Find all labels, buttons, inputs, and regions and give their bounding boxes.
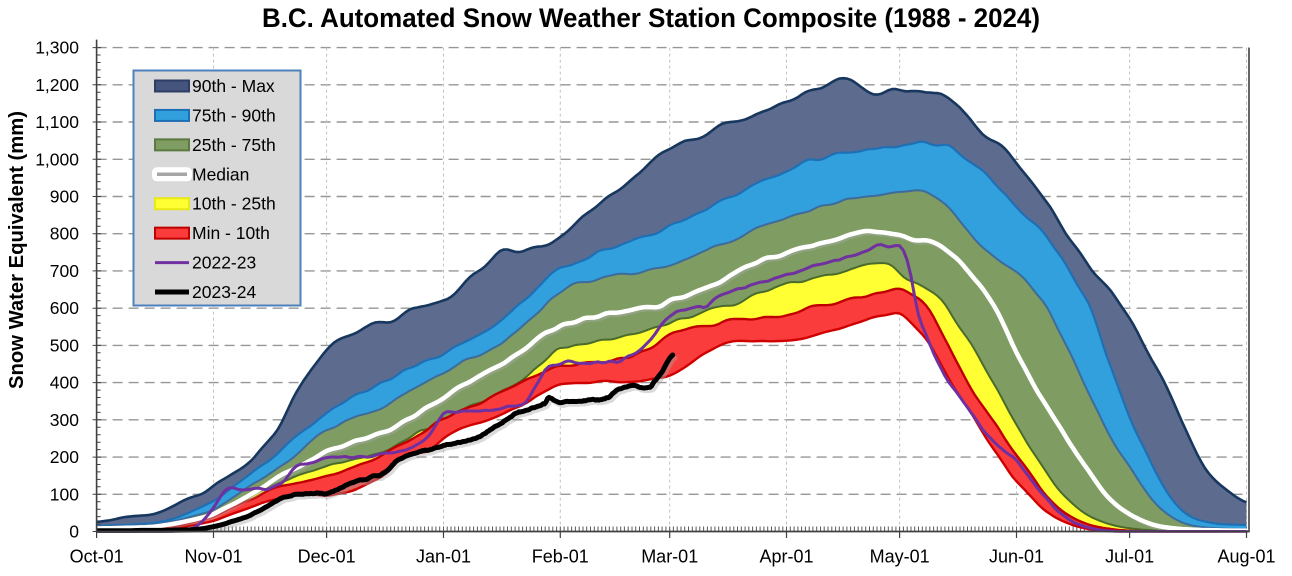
svg-text:500: 500 [50, 335, 79, 355]
svg-text:300: 300 [50, 410, 79, 430]
svg-text:B.C. Automated Snow Weather St: B.C. Automated Snow Weather Station Comp… [262, 3, 1040, 33]
svg-text:Min - 10th: Min - 10th [192, 223, 270, 243]
svg-text:1,100: 1,100 [35, 112, 79, 132]
svg-text:200: 200 [50, 447, 79, 467]
svg-text:2023-24: 2023-24 [192, 282, 256, 302]
svg-text:90th - Max: 90th - Max [192, 76, 275, 96]
svg-text:75th - 90th: 75th - 90th [192, 105, 276, 125]
svg-text:Feb-01: Feb-01 [532, 547, 589, 567]
svg-text:25th - 75th: 25th - 75th [192, 135, 276, 155]
svg-text:400: 400 [50, 373, 79, 393]
svg-text:700: 700 [50, 261, 79, 281]
svg-text:May-01: May-01 [870, 547, 930, 567]
svg-text:Mar-01: Mar-01 [641, 547, 698, 567]
svg-text:1,200: 1,200 [35, 75, 79, 95]
svg-text:Snow Water Equivalent (mm): Snow Water Equivalent (mm) [6, 111, 28, 389]
svg-text:1,000: 1,000 [35, 149, 79, 169]
svg-text:900: 900 [50, 187, 79, 207]
svg-text:2022-23: 2022-23 [192, 253, 256, 273]
svg-text:Apr-01: Apr-01 [759, 547, 813, 567]
svg-text:Dec-01: Dec-01 [298, 547, 356, 567]
svg-text:Jan-01: Jan-01 [416, 547, 471, 567]
svg-text:Jul-01: Jul-01 [1105, 547, 1154, 567]
svg-text:Oct-01: Oct-01 [70, 547, 124, 567]
svg-text:0: 0 [69, 522, 79, 542]
svg-text:600: 600 [50, 298, 79, 318]
svg-text:Nov-01: Nov-01 [184, 547, 242, 567]
svg-text:800: 800 [50, 224, 79, 244]
svg-text:Aug-01: Aug-01 [1217, 547, 1275, 567]
svg-text:Median: Median [192, 164, 249, 184]
svg-text:100: 100 [50, 484, 79, 504]
svg-text:Jun-01: Jun-01 [989, 547, 1044, 567]
svg-text:1,300: 1,300 [35, 38, 79, 58]
svg-text:10th - 25th: 10th - 25th [192, 194, 276, 214]
